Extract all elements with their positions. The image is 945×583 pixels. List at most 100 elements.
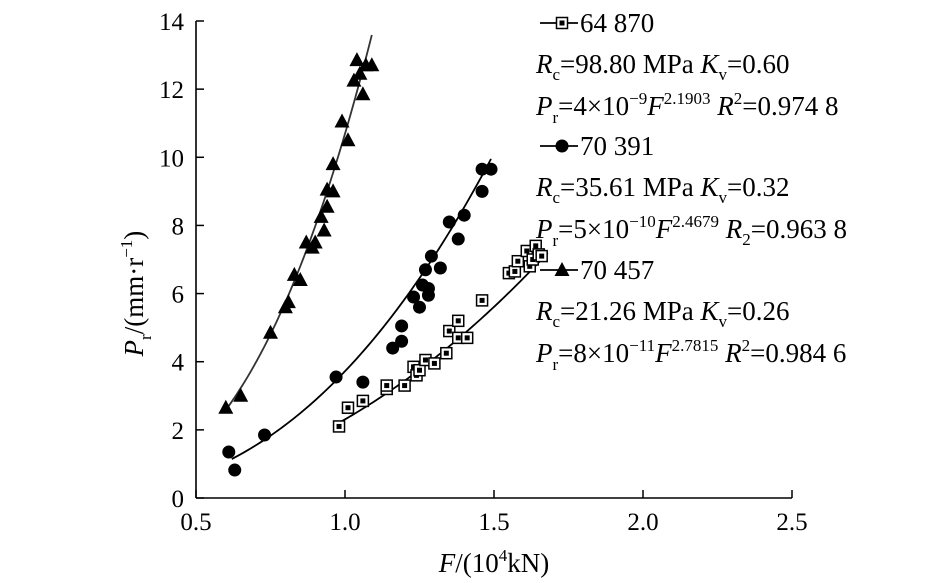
y-tick-label: 2 [172, 418, 185, 445]
data-point-square [451, 314, 465, 328]
marker-square-inner [336, 423, 342, 429]
legend-series-name: 70 457 [580, 255, 654, 285]
data-point-square [380, 379, 393, 392]
data-point-circle [418, 263, 432, 277]
data-point-square [398, 379, 411, 392]
legend-marker-triangle [554, 262, 570, 276]
marker-square-inner [524, 248, 530, 254]
data-point-triangle [325, 183, 341, 198]
x-tick-label: 2.5 [776, 509, 807, 536]
data-point-square [332, 420, 346, 433]
data-point-triangle [280, 294, 296, 309]
y-tick-label: 8 [172, 213, 185, 240]
marker-square-inner [539, 253, 545, 259]
y-tick-label: 4 [172, 350, 185, 377]
data-point-square [443, 324, 456, 338]
marker-square-inner [360, 398, 366, 404]
data-point-circle [475, 162, 489, 176]
data-point-triangle [218, 399, 234, 414]
legend-rc-kv: Rc=35.61 MPa Kv=0.32 [535, 172, 790, 207]
data-point-square [341, 401, 355, 414]
legend-marker-square [555, 16, 569, 30]
data-point-circle [228, 463, 242, 477]
data-point-triangle [355, 86, 371, 101]
data-point-triangle [349, 52, 365, 67]
marker-square-inner [559, 20, 565, 26]
legend: 64 870 Rc=98.80 MPa Kv=0.60 Pr=4×10−9F2.19… [535, 8, 847, 374]
data-point-circle [222, 445, 236, 459]
data-point-circle [424, 249, 438, 263]
marker-square-inner [431, 360, 437, 366]
marker-square-inner [464, 335, 470, 341]
data-point-triangle [352, 65, 368, 80]
data-point-square [428, 357, 441, 370]
data-point-triangle [316, 222, 332, 237]
legend-marker-circle [555, 139, 569, 153]
legend-series-name: 70 391 [580, 131, 654, 161]
y-tick-label: 12 [159, 77, 184, 104]
marker-square-inner [422, 357, 428, 363]
data-markers [218, 52, 548, 477]
marker-square-inner [527, 263, 533, 269]
data-point-triangle [292, 271, 308, 286]
data-point-circle [407, 290, 421, 304]
data-point-circle [356, 375, 370, 389]
data-point-triangle [319, 198, 335, 213]
data-point-circle [457, 208, 471, 222]
data-point-triangle [325, 156, 341, 171]
marker-square-inner [512, 268, 518, 274]
x-tick-label: 1.5 [478, 509, 509, 536]
data-point-square [475, 294, 489, 307]
data-point-triangle [233, 387, 249, 402]
fit-curve-circle [231, 158, 492, 460]
data-point-square [508, 265, 522, 278]
data-point-square [356, 394, 370, 408]
y-tick-label: 0 [172, 486, 185, 513]
data-point-circle [413, 300, 426, 314]
data-point-circle [475, 184, 489, 198]
data-point-circle [395, 334, 409, 348]
x-axis-title: F/(104kN) [438, 546, 550, 578]
marker-square-inner [515, 258, 521, 264]
legend-rc-kv: Rc=98.80 MPa Kv=0.60 [535, 49, 790, 84]
data-point-circle [386, 341, 400, 355]
data-point-square [413, 363, 426, 377]
x-tick-label: 2.0 [627, 509, 658, 536]
data-point-triangle [313, 208, 329, 223]
data-point-triangle [340, 132, 356, 147]
legend-series-name: 64 870 [580, 8, 654, 38]
data-point-triangle [307, 234, 323, 249]
data-point-triangle [364, 57, 380, 72]
marker-square-inner [455, 318, 461, 324]
marker-square-inner [533, 243, 539, 249]
y-tick-label: 6 [172, 282, 185, 309]
data-point-square [440, 346, 453, 360]
marker-square-inner [446, 328, 452, 334]
data-point-circle [421, 281, 435, 295]
data-point-circle [258, 428, 272, 442]
marker-square-inner [345, 405, 351, 411]
marker-square-inner [479, 297, 485, 303]
data-point-circle [442, 215, 456, 229]
fit-curve-triangle [225, 34, 373, 411]
marker-square-inner [402, 383, 408, 389]
data-point-triangle [263, 324, 278, 339]
legend-equation: Pr=4×10−9F2.1903 R2=0.974 8 [535, 89, 838, 127]
legend-rc-kv: Rc=21.26 MPa Kv=0.26 [535, 296, 790, 331]
data-point-circle [433, 261, 447, 275]
data-point-circle [395, 319, 409, 333]
y-tick-label: 10 [159, 145, 184, 172]
legend-equation: Pr=5×10−10F2.4679 R2=0.963 8 [535, 212, 847, 250]
data-point-square [460, 331, 474, 345]
x-tick-label: 0.5 [180, 509, 211, 536]
y-axis-title: Pr/(mm·r−1) [117, 231, 155, 358]
fit-curves [225, 34, 549, 460]
legend-equation: Pr=8×10−11F2.7815 R2=0.984 6 [535, 336, 846, 374]
data-point-triangle [334, 113, 350, 128]
marker-square-inner [384, 383, 390, 389]
data-point-circle [451, 232, 465, 246]
axes: 0 2 4 6 8 10 12 14 0.5 1.0 1.5 2.0 2.5 F/(104kN) Pr/(m… [117, 9, 808, 578]
y-tick-label: 14 [159, 9, 185, 36]
data-point-square [535, 249, 548, 263]
